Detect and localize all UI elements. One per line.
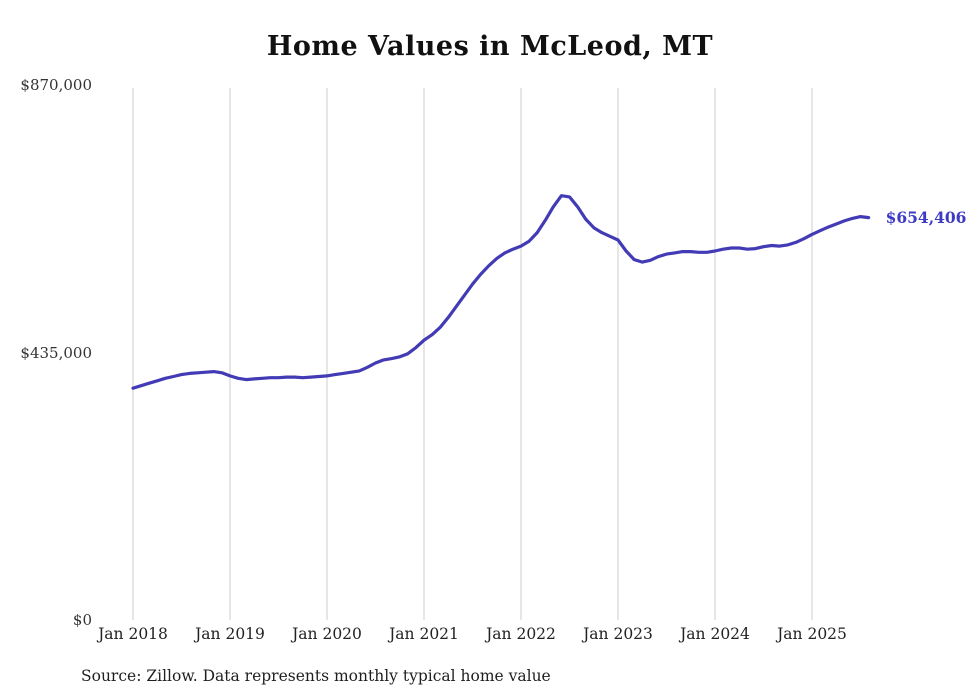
chart-title: Home Values in McLeod, MT (266, 31, 714, 62)
source-note: Source: Zillow. Data represents monthly … (81, 667, 551, 685)
x-tick-label: Jan 2018 (98, 625, 168, 643)
x-tick-label: Jan 2025 (777, 625, 847, 643)
latest-value-label: $654,406 (885, 207, 967, 227)
x-tick-label: Jan 2023 (583, 625, 653, 643)
x-tick-label: Jan 2020 (292, 625, 362, 643)
x-tick-label: Jan 2024 (680, 625, 750, 643)
y-axis-tick-870000: $870,000 (20, 76, 92, 94)
x-tick-label: Jan 2021 (389, 625, 459, 643)
y-axis-tick-435000: $435,000 (20, 344, 92, 362)
x-tick-label: Jan 2022 (486, 625, 556, 643)
y-axis-tick-0: $0 (72, 611, 92, 629)
home-value-line (131, 194, 871, 390)
x-tick-label: Jan 2019 (195, 625, 265, 643)
